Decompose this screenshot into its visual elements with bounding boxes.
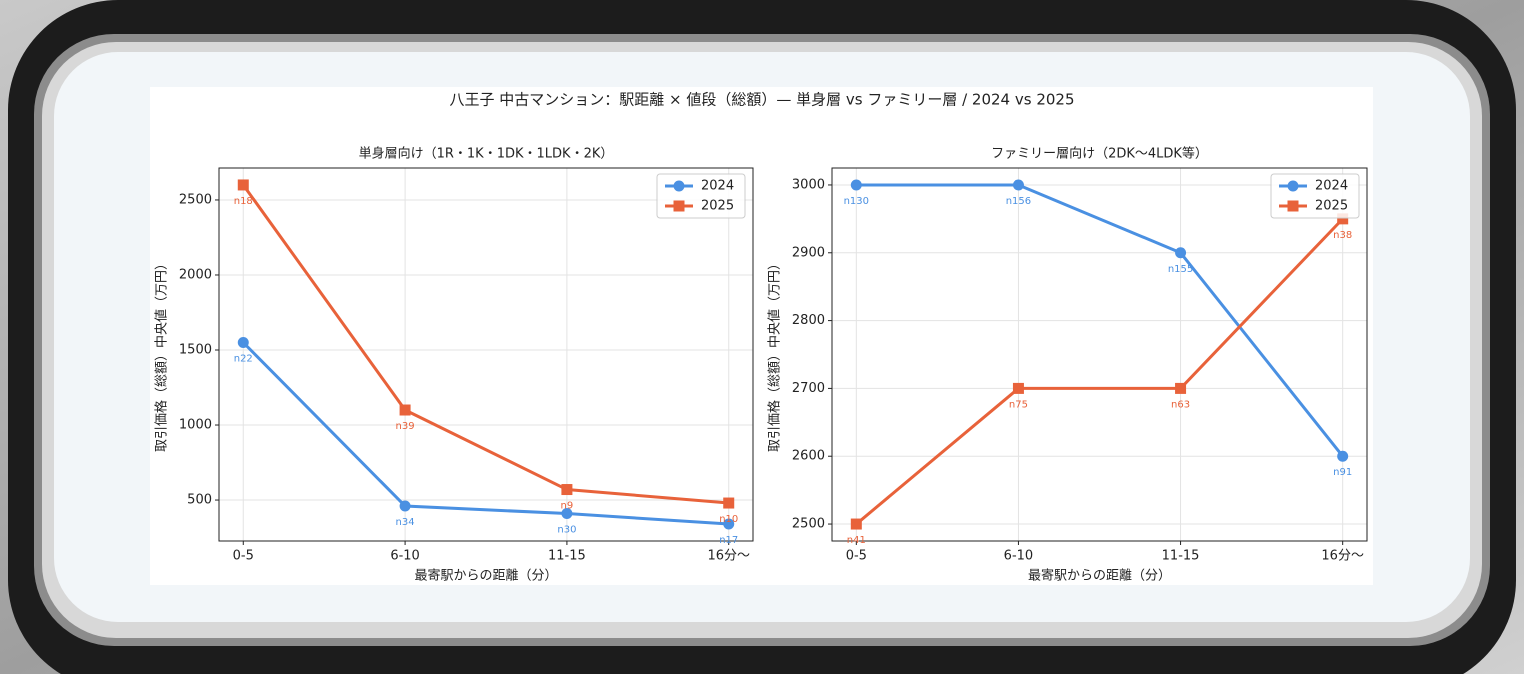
y-tick-label: 500 <box>187 493 212 508</box>
x-tick-label: 16分〜 <box>707 549 750 564</box>
point-annotation: n41 <box>847 535 866 546</box>
legend-marker <box>1287 200 1299 212</box>
y-axis-label: 取引価格（総額）中央値（万円） <box>154 257 170 452</box>
data-point <box>561 484 573 496</box>
point-annotation: n18 <box>234 196 253 207</box>
y-tick-label: 2000 <box>179 267 212 282</box>
data-point <box>850 518 862 530</box>
legend-label: 2025 <box>1315 199 1348 214</box>
y-axis-label: 取引価格（総額）中央値（万円） <box>767 257 783 452</box>
point-annotation: n75 <box>1009 399 1028 410</box>
data-point <box>399 500 411 512</box>
x-tick-label: 6-10 <box>1004 549 1034 564</box>
legend-label: 2024 <box>1315 179 1348 194</box>
legend-label: 2025 <box>701 199 734 214</box>
y-tick-label: 2600 <box>792 449 825 464</box>
data-point <box>1012 382 1024 394</box>
point-annotation: n91 <box>1333 467 1352 478</box>
point-annotation: n10 <box>719 514 738 525</box>
data-point <box>399 404 411 416</box>
point-annotation: n38 <box>1333 230 1352 241</box>
y-tick-label: 2500 <box>179 192 212 207</box>
series-line <box>242 184 729 505</box>
point-annotation: n22 <box>234 353 253 364</box>
point-annotation: n130 <box>844 196 869 207</box>
legend-marker <box>1287 180 1299 192</box>
point-annotation: n39 <box>396 421 415 432</box>
figure-title: 八王子 中古マンション：駅距離 × 値段（総額）— 単身層 vs ファミリー層 … <box>449 91 1074 109</box>
data-point <box>237 336 249 348</box>
y-tick-label: 2500 <box>792 517 825 532</box>
point-annotation: n155 <box>1168 264 1193 275</box>
series-line <box>856 183 1344 458</box>
data-point <box>1337 213 1349 225</box>
x-tick-label: 0-5 <box>233 549 254 564</box>
legend-marker <box>673 180 685 192</box>
y-tick-label: 2900 <box>792 245 825 260</box>
point-annotation: n9 <box>561 501 574 512</box>
x-tick-label: 0-5 <box>846 549 867 564</box>
data-point <box>237 179 249 191</box>
subplot-title: ファミリー層向け（2DK〜4LDK等） <box>991 146 1208 162</box>
data-point <box>1012 179 1024 191</box>
series-line <box>855 217 1344 526</box>
y-tick-label: 1000 <box>179 418 212 433</box>
y-tick-label: 3000 <box>792 177 825 192</box>
x-tick-label: 11-15 <box>1162 549 1200 564</box>
data-point <box>723 518 735 530</box>
subplot-title: 単身層向け（1R・1K・1DK・1LDK・2K） <box>359 146 614 162</box>
x-axis-label: 最寄駅からの距離（分） <box>1028 568 1171 584</box>
x-tick-label: 16分〜 <box>1321 549 1364 564</box>
y-tick-label: 1500 <box>179 342 212 357</box>
y-tick-label: 2700 <box>792 381 825 396</box>
plot-frame <box>218 167 754 542</box>
data-point <box>561 508 573 520</box>
point-annotation: n34 <box>396 517 415 528</box>
legend-marker <box>673 200 685 212</box>
chart-image <box>150 87 1373 585</box>
data-point <box>1175 247 1187 259</box>
x-tick-label: 6-10 <box>390 549 420 564</box>
x-axis-label: 最寄駅からの距離（分） <box>414 568 557 584</box>
point-annotation: n30 <box>557 525 576 536</box>
data-point <box>723 497 735 509</box>
point-annotation: n17 <box>719 535 738 546</box>
plot-frame <box>831 167 1368 542</box>
legend-label: 2024 <box>701 179 734 194</box>
point-annotation: n156 <box>1006 196 1031 207</box>
data-point <box>1175 382 1187 394</box>
y-tick-label: 2800 <box>792 313 825 328</box>
data-point <box>1337 450 1349 462</box>
series-line <box>242 341 729 526</box>
data-point <box>850 179 862 191</box>
point-annotation: n63 <box>1171 399 1190 410</box>
x-tick-label: 11-15 <box>548 549 586 564</box>
